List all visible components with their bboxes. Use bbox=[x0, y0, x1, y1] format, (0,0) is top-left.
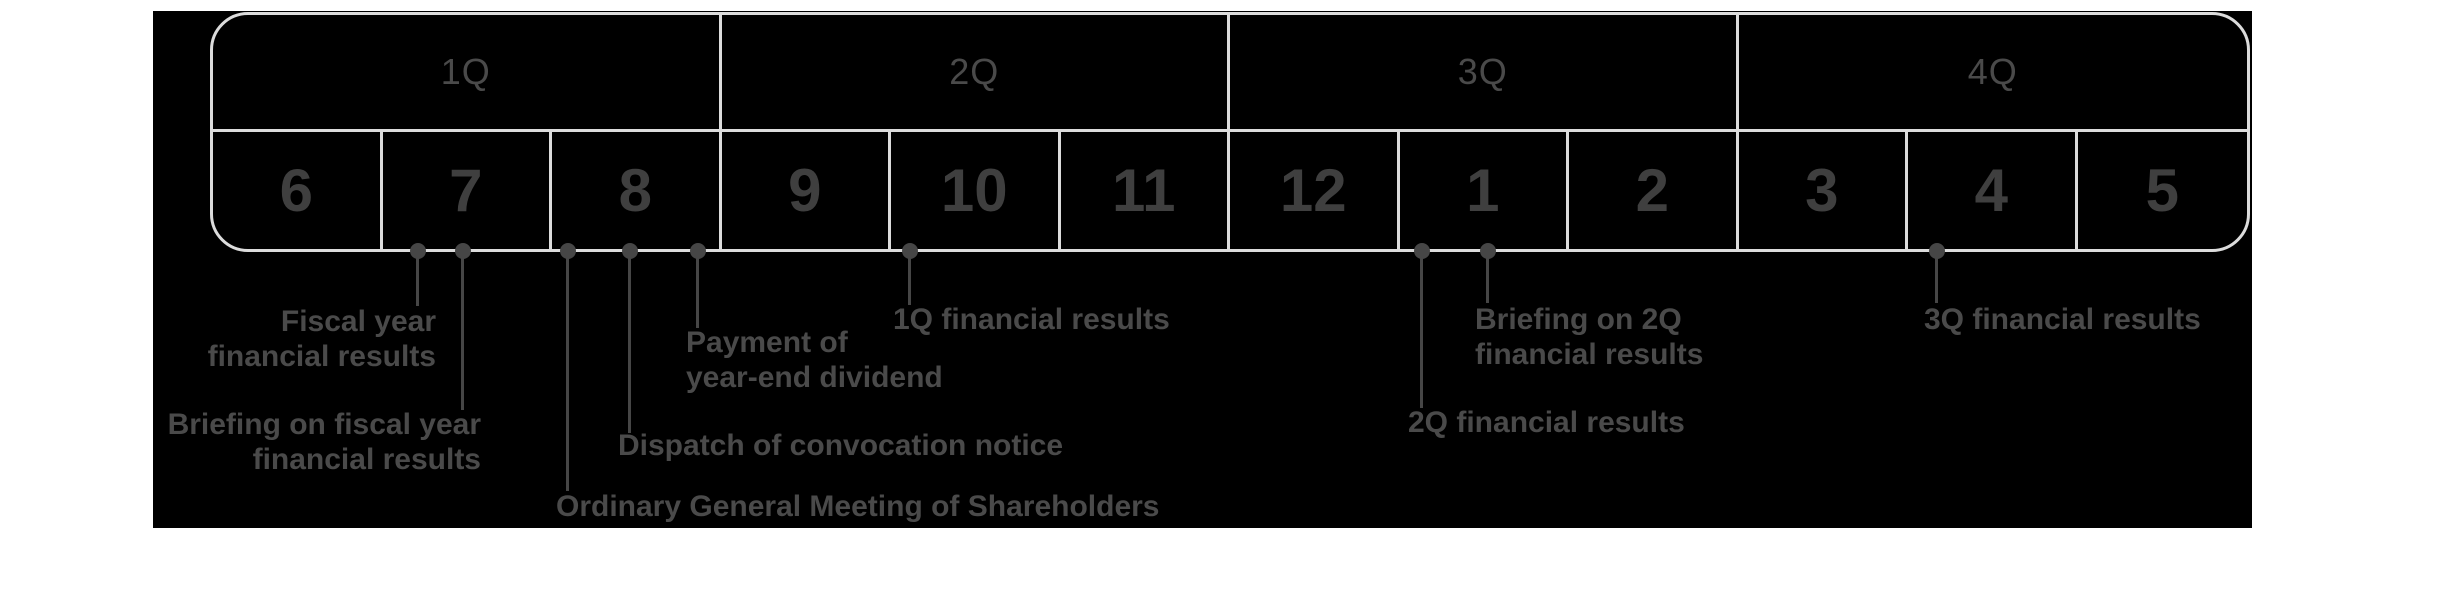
event-label-3q-financial-results: 3Q financial results bbox=[1924, 303, 2201, 336]
quarter-header-2q: 2Q bbox=[721, 15, 1230, 132]
event-label-payment-of-year-end-dividend: Payment of year-end dividend bbox=[686, 326, 943, 394]
event-label-briefing-on-2q-financial-results: Briefing on 2Q financial results bbox=[1475, 303, 1704, 371]
month-cell-1: 1 bbox=[1400, 132, 1569, 249]
event-stem-1q-financial-results bbox=[908, 251, 911, 305]
event-label-ordinary-general-meeting-of-shareholders: Ordinary General Meeting of Shareholders bbox=[556, 490, 1160, 523]
event-label-fiscal-year-financial-results: Fiscal year financial results bbox=[207, 305, 436, 373]
month-cell-6: 6 bbox=[213, 132, 383, 249]
quarter-header-4q: 4Q bbox=[1738, 15, 2247, 132]
month-cell-3: 3 bbox=[1739, 132, 1908, 249]
event-stem-dispatch-of-convocation-notice bbox=[628, 251, 631, 433]
month-cell-7: 7 bbox=[383, 132, 552, 249]
event-stem-briefing-on-fiscal-year-financial-results bbox=[461, 251, 464, 410]
month-cell-12: 12 bbox=[1230, 132, 1400, 249]
event-label-dispatch-of-convocation-notice: Dispatch of convocation notice bbox=[618, 429, 1064, 462]
quarter-header-3q: 3Q bbox=[1230, 15, 1739, 132]
event-label-briefing-on-fiscal-year-financial-results: Briefing on fiscal year financial result… bbox=[167, 408, 481, 476]
month-cell-10: 10 bbox=[891, 132, 1061, 249]
month-cell-8: 8 bbox=[552, 132, 722, 249]
event-label-1q-financial-results: 1Q financial results bbox=[893, 303, 1170, 336]
event-label-2q-financial-results: 2Q financial results bbox=[1408, 406, 1685, 439]
event-stem-2q-financial-results bbox=[1420, 251, 1423, 408]
event-stem-payment-of-year-end-dividend bbox=[696, 251, 699, 328]
month-cell-5: 5 bbox=[2145, 157, 2179, 224]
month-cell-11: 11 bbox=[1061, 132, 1230, 249]
event-stem-fiscal-year-financial-results bbox=[416, 251, 419, 306]
event-stem-briefing-on-2q-financial-results bbox=[1486, 251, 1489, 303]
event-stem-ordinary-general-meeting-of-shareholders bbox=[566, 251, 569, 491]
month-cell-2: 2 bbox=[1569, 132, 1739, 249]
month-cell-4: 4 bbox=[1908, 132, 2078, 249]
fiscal-quarter-table: 1Q 2Q 3Q 4Q 6 7 8 9 10 11 12 1 2 3 4 5 bbox=[210, 12, 2250, 252]
month-cell-9: 9 bbox=[722, 132, 891, 249]
quarter-header-1q: 1Q bbox=[213, 15, 722, 132]
event-stem-3q-financial-results bbox=[1935, 251, 1938, 303]
